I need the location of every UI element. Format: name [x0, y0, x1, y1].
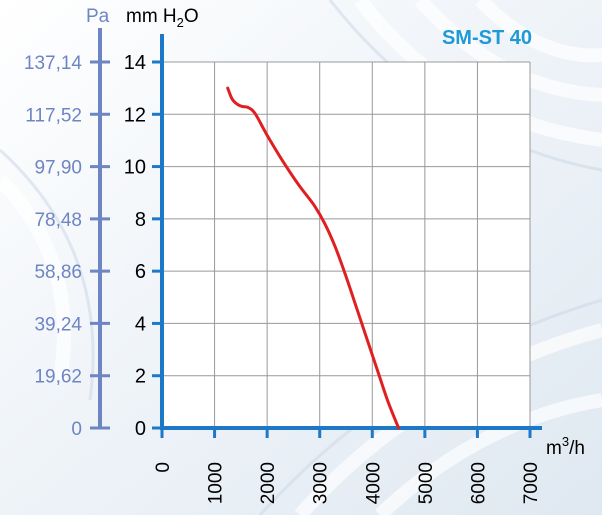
- pa-tick-label: 78,48: [34, 210, 82, 231]
- x-tick-label: 5000: [416, 462, 437, 504]
- series-layer: [226, 86, 401, 430]
- x-tick-label: 7000: [521, 462, 542, 504]
- pa-tick-label: 58,86: [34, 262, 82, 283]
- pa-unit-label: Pa: [86, 6, 110, 27]
- mm-h2o-unit-label: mm H2O: [126, 6, 199, 30]
- pa-tick-label: 137,14: [24, 53, 83, 74]
- model-title: SM-ST 40: [442, 27, 532, 49]
- x-tick-label: 2000: [258, 462, 279, 504]
- y-tick-label: 2: [135, 366, 146, 388]
- plot-area: [162, 62, 530, 428]
- pa-tick-label: 117,52: [25, 105, 82, 126]
- y-tick-label: 8: [135, 209, 146, 231]
- y-tick-label: 6: [135, 261, 146, 283]
- x-tick-label: 1000: [206, 462, 227, 504]
- y-tick-label: 4: [135, 313, 146, 335]
- y-tick-label: 10: [124, 157, 146, 179]
- x-tick-label: 0: [153, 462, 174, 473]
- axes: [90, 28, 542, 438]
- x-tick-label: 6000: [468, 462, 489, 504]
- fan-curve-line: [226, 86, 401, 430]
- grid-lines: [162, 61, 531, 428]
- x-tick-label: 4000: [363, 462, 384, 504]
- x-tick-label: 3000: [311, 462, 332, 504]
- pa-tick-label: 97,90: [34, 158, 82, 179]
- y-tick-label: 0: [135, 418, 146, 440]
- y-tick-label: 12: [124, 104, 146, 126]
- y-tick-label: 14: [124, 52, 146, 74]
- tick-labels: 0 0 2 19,62 4 39,24 6 58,86 8 78,48 10 97,90 12 117,5…: [24, 52, 542, 504]
- pa-tick-label: 39,24: [34, 314, 82, 335]
- pa-tick-label: 19,62: [34, 367, 82, 388]
- pa-tick-label: 0: [71, 419, 82, 440]
- x-unit-label: m3/h: [546, 434, 585, 459]
